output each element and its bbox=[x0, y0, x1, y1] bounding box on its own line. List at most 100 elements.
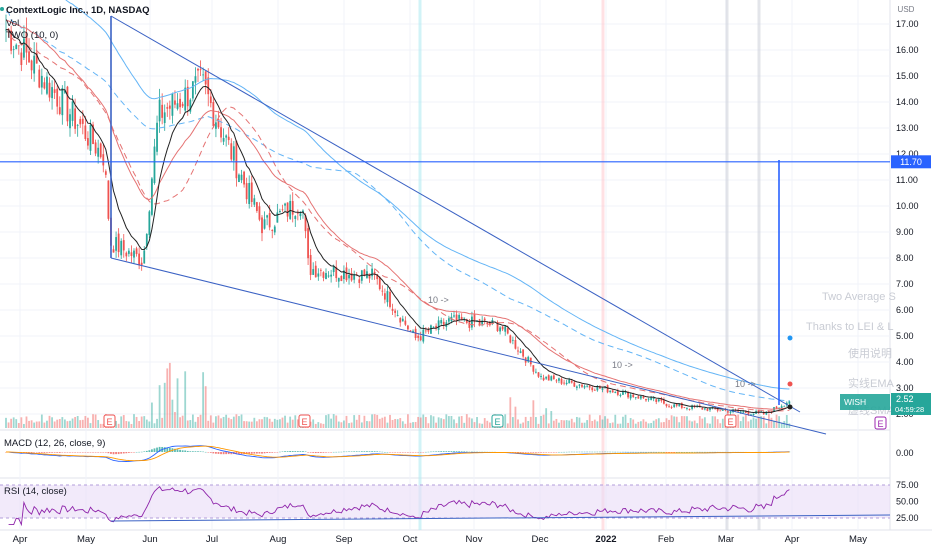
macd-hist-bar bbox=[335, 451, 338, 453]
candle-body bbox=[25, 32, 28, 53]
volume-bar bbox=[386, 422, 389, 428]
macd-hist-bar bbox=[455, 451, 458, 452]
volume-bar bbox=[258, 419, 261, 428]
candle-body bbox=[383, 293, 386, 300]
candle-body bbox=[38, 69, 41, 88]
candle-body bbox=[432, 326, 435, 328]
volume-bar bbox=[279, 419, 281, 428]
candle-body bbox=[465, 319, 468, 323]
price-axis-labels[interactable]: 17.00 16.00 15.00 14.00 13.00 12.00 11.00 10.00… bbox=[896, 19, 919, 419]
candle-body bbox=[657, 399, 660, 402]
candle-body bbox=[660, 398, 663, 401]
two-indicator-label[interactable]: TWO (10, 0) bbox=[6, 30, 58, 41]
volume-bar bbox=[28, 420, 30, 428]
volume-bar bbox=[558, 422, 560, 428]
macd-hist-bar bbox=[422, 452, 425, 453]
candle-body bbox=[501, 326, 504, 330]
macd-hist-bar bbox=[404, 452, 407, 453]
earnings-marker-5[interactable]: E bbox=[874, 416, 887, 430]
macd-label[interactable]: MACD (12, 26, close, 9) bbox=[4, 438, 105, 449]
rsi-label[interactable]: RSI (14, close) bbox=[4, 486, 67, 497]
volume-bar bbox=[317, 422, 320, 428]
macd-hist-bar bbox=[151, 449, 153, 452]
candle-body bbox=[168, 105, 171, 109]
macd-hist-bar bbox=[698, 451, 701, 453]
volume-bar bbox=[138, 421, 141, 428]
level-badge[interactable]: 11.70 bbox=[891, 155, 931, 169]
candle-body bbox=[220, 127, 222, 138]
rsi-trendline bbox=[110, 514, 891, 522]
symbol-title[interactable]: ContextLogic Inc., 1D, NASDAQ bbox=[6, 5, 150, 16]
vol-label[interactable]: Vol bbox=[6, 18, 19, 29]
candle-body bbox=[775, 406, 778, 409]
macd-hist-bar bbox=[363, 451, 366, 452]
macd-hist-bar bbox=[524, 452, 527, 453]
macd-hist-bar bbox=[394, 452, 397, 453]
macd-hist-bar bbox=[532, 452, 535, 453]
macd-hist-bar bbox=[174, 448, 176, 452]
wish-price-tag[interactable]: WISH 2.52 04:59:28 bbox=[840, 393, 931, 415]
time-axis-labels[interactable]: Apr May Jun Jul Aug Sep Oct Nov Dec 2022 Feb Mar Apr… bbox=[13, 534, 868, 545]
candle-body bbox=[350, 273, 353, 281]
macd-hist-bar bbox=[71, 452, 74, 453]
macd-hist-bar bbox=[330, 452, 333, 453]
volume-bar bbox=[404, 423, 407, 428]
volume-bar bbox=[401, 421, 404, 428]
macd-hist-bar bbox=[647, 451, 650, 453]
candle-body bbox=[560, 378, 563, 384]
macd-hist-bar bbox=[358, 451, 361, 452]
time-tick-label: Apr bbox=[785, 534, 800, 545]
candle-body bbox=[35, 52, 38, 64]
macd-hist-bar bbox=[550, 452, 553, 453]
volume-bar bbox=[645, 421, 647, 428]
macd-hist-bar bbox=[468, 451, 471, 453]
candle-body bbox=[747, 411, 750, 415]
candle-body bbox=[386, 291, 389, 303]
volume-bar bbox=[665, 418, 668, 428]
volume-bar bbox=[614, 414, 617, 428]
earnings-marker-2[interactable]: E bbox=[298, 414, 311, 428]
price-tick-label: 15.00 bbox=[896, 71, 919, 81]
earnings-marker-1[interactable]: E bbox=[103, 414, 116, 428]
macd-hist-bar bbox=[209, 452, 212, 453]
volume-bar bbox=[225, 414, 228, 428]
volume-bar bbox=[407, 414, 409, 428]
macd-hist-bar bbox=[453, 451, 455, 452]
volume-bar bbox=[135, 416, 138, 428]
candle-body bbox=[125, 252, 128, 257]
volume-bar bbox=[383, 416, 386, 428]
candle-body bbox=[373, 271, 376, 274]
candle-body bbox=[255, 202, 258, 211]
overlay-text-2: Thanks to LEI & L bbox=[806, 321, 893, 333]
volume-bar bbox=[284, 415, 286, 428]
macd-hist-bar bbox=[458, 451, 461, 452]
volume-bar bbox=[465, 414, 468, 428]
macd-hist-bar bbox=[440, 451, 443, 452]
candle-body bbox=[104, 171, 107, 175]
volume-bar bbox=[217, 415, 220, 428]
volume-bar bbox=[66, 421, 69, 428]
candle-body bbox=[199, 69, 202, 71]
volume-bar bbox=[455, 423, 458, 428]
volume-bar bbox=[627, 422, 629, 428]
volume-bar bbox=[678, 422, 681, 428]
macd-hist-bar bbox=[197, 451, 199, 452]
macd-hist-bar bbox=[691, 451, 693, 453]
volume-bar bbox=[652, 420, 655, 428]
ema-long bbox=[65, 0, 790, 390]
volume-bar bbox=[686, 416, 688, 428]
candle-body bbox=[460, 316, 463, 320]
candle-body bbox=[166, 107, 169, 109]
volume-bar bbox=[767, 414, 770, 428]
candle-body bbox=[476, 321, 478, 323]
macd-hist-bar bbox=[273, 452, 276, 453]
volume-bar bbox=[58, 419, 61, 428]
volume-bar bbox=[693, 420, 696, 428]
volume-bar bbox=[783, 421, 786, 428]
macd-hist-bar bbox=[427, 451, 430, 453]
earnings-marker-3[interactable]: E bbox=[491, 414, 504, 428]
earnings-marker-4[interactable]: E bbox=[724, 414, 737, 428]
macd-hist-bar bbox=[601, 451, 604, 453]
